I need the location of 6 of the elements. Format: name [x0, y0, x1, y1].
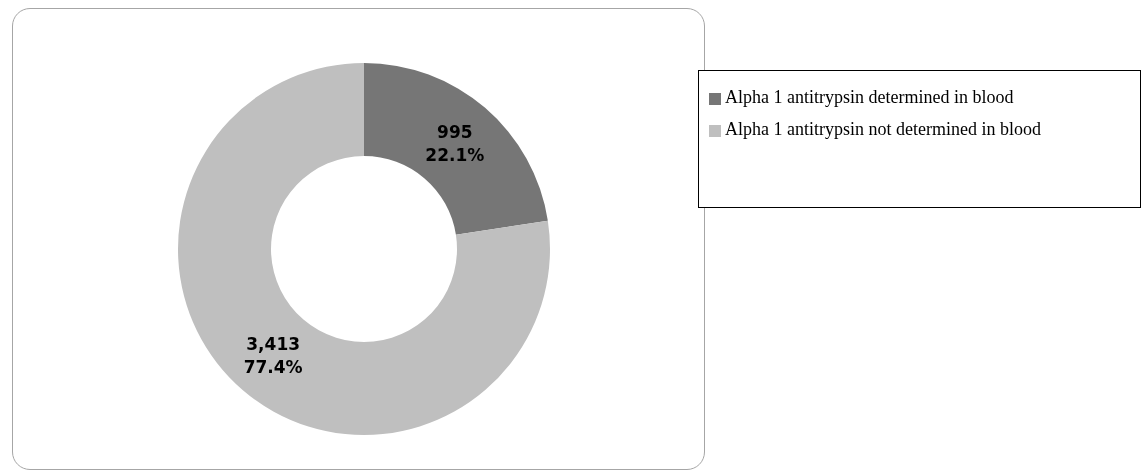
donut-slice: [364, 63, 548, 235]
data-label: 3,413 77.4%: [243, 333, 303, 377]
donut-slice: [178, 63, 550, 435]
legend-label: Alpha 1 antitrypsin not determined in blood: [725, 119, 1041, 139]
legend-label: Alpha 1 antitrypsin determined in blood: [725, 87, 1014, 107]
data-label: 995 22.1%: [425, 122, 485, 166]
